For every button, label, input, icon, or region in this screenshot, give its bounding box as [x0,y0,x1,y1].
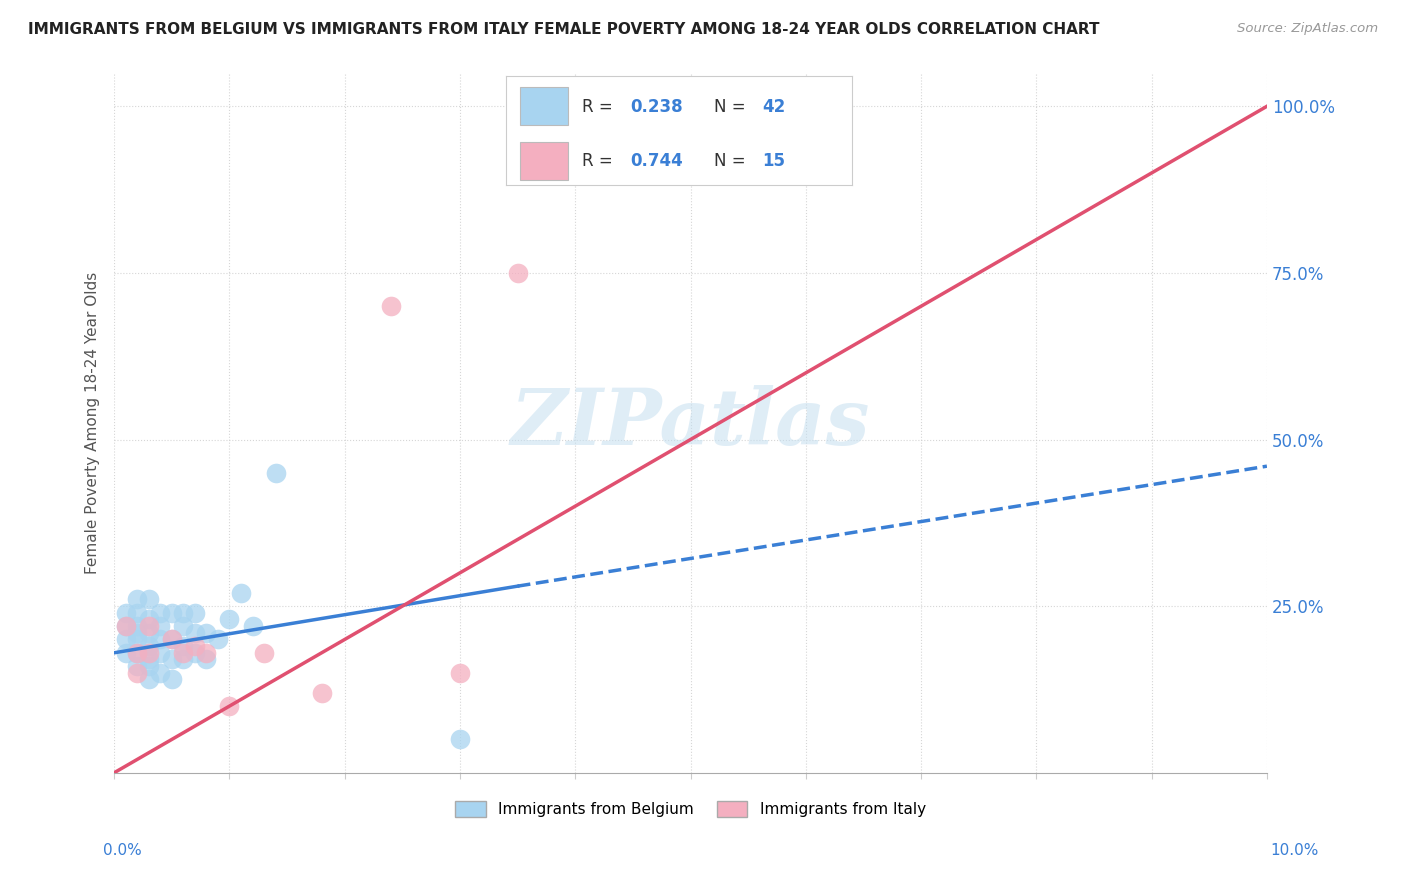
Point [195,625,218,640]
Point [127,646,149,660]
Point [160,652,183,666]
Point [184,639,207,653]
Point [149,606,172,620]
Point [218,612,240,626]
Legend: Immigrants from Belgium, Immigrants from Italy: Immigrants from Belgium, Immigrants from… [447,793,934,824]
Point [114,619,136,633]
Point [160,632,183,647]
Point [138,652,160,666]
Y-axis label: Female Poverty Among 18-24 Year Olds: Female Poverty Among 18-24 Year Olds [86,272,100,574]
Point [184,646,207,660]
Point [160,673,183,687]
Text: Source: ZipAtlas.com: Source: ZipAtlas.com [1237,22,1378,36]
Point [253,646,276,660]
Point [127,659,149,673]
Text: 0.0%: 0.0% [103,843,142,858]
Point [127,646,149,660]
Point [127,632,149,647]
Point [127,625,149,640]
Point [172,652,194,666]
Point [149,665,172,680]
Point [127,619,149,633]
Point [149,646,172,660]
Point [114,606,136,620]
Point [172,619,194,633]
Point [195,646,218,660]
Point [172,639,194,653]
Point [127,606,149,620]
Point [160,606,183,620]
Point [114,646,136,660]
Text: ZIPatlas: ZIPatlas [510,384,870,461]
Point [149,619,172,633]
Point [114,619,136,633]
Point [138,646,160,660]
Point [449,665,471,680]
Point [195,652,218,666]
Point [311,686,333,700]
Point [127,592,149,607]
Point [138,625,160,640]
Point [242,619,264,633]
Point [138,639,160,653]
Text: 10.0%: 10.0% [1271,843,1319,858]
Point [172,646,194,660]
Point [172,606,194,620]
Point [138,673,160,687]
Point [184,606,207,620]
Point [229,586,252,600]
Point [218,699,240,714]
Point [127,665,149,680]
Point [506,266,529,280]
Point [138,659,160,673]
Point [138,619,160,633]
Point [160,632,183,647]
Point [264,466,287,480]
Text: IMMIGRANTS FROM BELGIUM VS IMMIGRANTS FROM ITALY FEMALE POVERTY AMONG 18-24 YEAR: IMMIGRANTS FROM BELGIUM VS IMMIGRANTS FR… [28,22,1099,37]
Point [114,632,136,647]
Point [380,299,402,313]
Point [207,632,229,647]
Point [138,592,160,607]
Point [184,625,207,640]
Point [138,612,160,626]
Point [149,632,172,647]
Point [449,732,471,747]
